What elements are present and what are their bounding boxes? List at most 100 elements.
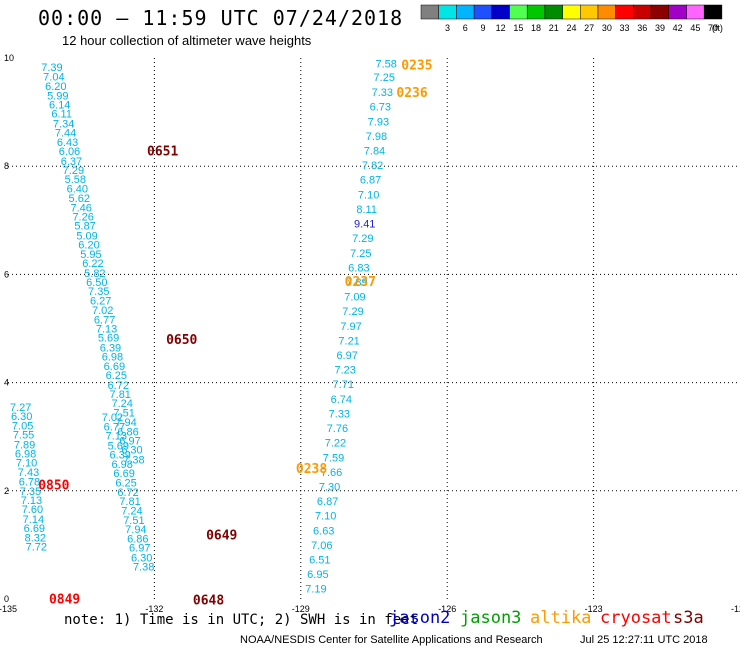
legend-swatch <box>509 4 528 20</box>
satellite-name-jason3: jason3 <box>460 608 522 628</box>
satellite-name-cryosat: cryosat <box>600 608 672 628</box>
swh-value-label: 7.82 <box>362 160 383 172</box>
swh-value-label: 6.69 <box>113 468 134 480</box>
swh-value-label: 6.39 <box>100 342 121 354</box>
swh-value-label: 7.13 <box>21 495 42 507</box>
swh-value-label: 7.43 <box>18 467 39 479</box>
swh-value-label: 6.86 <box>127 533 148 545</box>
pass-time-label: 0650 <box>166 333 197 348</box>
legend-bin-label: 3 <box>445 23 450 33</box>
satellite-name-altika: altika <box>530 608 592 628</box>
x-tick-label: -126 <box>438 604 456 614</box>
legend-swatch <box>686 4 705 20</box>
swh-value-label: 7.38 <box>123 454 144 466</box>
swh-value-label: 6.98 <box>111 459 132 471</box>
pass-time-label: 0236 <box>396 86 427 101</box>
swh-value-label: 9.41 <box>354 219 375 231</box>
swh-value-label: 7.84 <box>364 146 385 158</box>
units-note: note: 1) Time is in UTC; 2) SWH is in fe… <box>64 612 419 628</box>
legend-bin-label: 33 <box>620 23 630 33</box>
legend-bin-label: 39 <box>655 23 665 33</box>
swh-value-label: 7.97 <box>340 321 361 333</box>
swh-value-label: 6.98 <box>15 448 36 460</box>
legend-bin-label: 36 <box>637 23 647 33</box>
legend-bin-label: 24 <box>566 23 576 33</box>
legend-bin-label: 30 <box>602 23 612 33</box>
legend-swatch <box>562 4 581 20</box>
swh-value-label: 7.25 <box>374 72 395 84</box>
y-tick-label: 0 <box>4 594 9 604</box>
legend-bin-label: 27 <box>584 23 594 33</box>
legend-swatch <box>615 4 634 20</box>
swh-value-label: 7.71 <box>333 379 354 391</box>
legend-swatch <box>438 4 457 20</box>
swh-value-label: 6.51 <box>309 555 330 567</box>
swh-value-label: 7.72 <box>26 542 47 554</box>
legend-swatch <box>580 4 599 20</box>
swh-value-label: 5.58 <box>65 174 86 186</box>
swh-value-label: 7.81 <box>110 389 131 401</box>
swh-value-label: 7.59 <box>323 452 344 464</box>
x-tick-label: -120 <box>731 604 740 614</box>
pass-time-label: 0237 <box>345 275 376 290</box>
swh-value-label: 7.55 <box>13 430 34 442</box>
y-tick-label: 2 <box>4 486 9 496</box>
swh-value-label: 7.02 <box>102 412 123 424</box>
swh-value-label: 7.29 <box>342 306 363 318</box>
swh-value-label: 7.58 <box>375 58 396 70</box>
pass-time-label: 0850 <box>38 478 69 493</box>
swh-value-label: 7.14 <box>23 514 44 526</box>
legend-swatch <box>491 4 510 20</box>
swh-value-label: 6.74 <box>331 394 352 406</box>
swh-value-label: 6.11 <box>51 109 72 121</box>
swh-value-label: 7.89 <box>14 439 35 451</box>
swh-value-label: 7.39 <box>41 62 62 74</box>
swh-value-label: 7.06 <box>311 540 332 552</box>
swh-value-label: 7.26 <box>72 212 93 224</box>
swh-value-label: 6.97 <box>119 435 140 447</box>
swh-value-label: 7.94 <box>125 524 146 536</box>
swh-value-label: 6.30 <box>121 445 142 457</box>
legend-bin-label: 42 <box>673 23 683 33</box>
swh-value-label: 7.35 <box>88 286 109 298</box>
legend-swatch <box>420 4 439 20</box>
swh-value-label: 7.29 <box>63 165 84 177</box>
swh-value-label: 7.10 <box>358 189 379 201</box>
legend-swatch <box>544 4 563 20</box>
swh-value-label: 7.89 <box>346 277 367 289</box>
swh-value-label: 6.72 <box>108 380 129 392</box>
pass-time-label: 0651 <box>147 145 178 160</box>
credit-line: NOAA/NESDIS Center for Satellite Applica… <box>240 634 543 646</box>
swh-value-label: 6.86 <box>117 426 138 438</box>
swh-value-label: 8.32 <box>25 532 46 544</box>
swh-value-label: 7.81 <box>119 496 140 508</box>
swh-value-label: 7.27 <box>10 402 31 414</box>
swh-value-label: 5.09 <box>76 230 97 242</box>
legend-bin-label: 15 <box>513 23 523 33</box>
swh-value-label: 7.33 <box>372 87 393 99</box>
swh-value-label: 7.51 <box>113 407 134 419</box>
swh-value-label: 6.78 <box>19 477 40 489</box>
swh-value-label: 5.82 <box>84 268 105 280</box>
swh-value-label: 7.10 <box>315 511 336 523</box>
legend-bin-label: 12 <box>496 23 506 33</box>
x-tick-label: -132 <box>145 604 163 614</box>
swh-value-label: 5.87 <box>74 221 95 233</box>
map-subtitle: 12 hour collection of altimeter wave hei… <box>62 33 312 48</box>
swh-value-label: 5.69 <box>108 440 129 452</box>
swh-value-label: 7.29 <box>352 233 373 245</box>
satellite-name-jason2: jason2 <box>389 608 451 628</box>
swh-value-label: 7.13 <box>106 431 127 443</box>
swh-value-label: 7.46 <box>70 202 91 214</box>
swh-value-label: 7.13 <box>96 324 117 336</box>
legend-swatch <box>668 4 687 20</box>
pass-time-label: 0238 <box>296 462 327 477</box>
swh-value-label: 6.39 <box>110 450 131 462</box>
swh-value-label: 6.77 <box>104 421 125 433</box>
swh-value-label: 6.87 <box>360 175 381 187</box>
swh-value-label: 7.30 <box>319 481 340 493</box>
swh-value-label: 7.24 <box>111 398 132 410</box>
legend-bin-label: 9 <box>480 23 485 33</box>
swh-value-label: 6.40 <box>67 183 88 195</box>
